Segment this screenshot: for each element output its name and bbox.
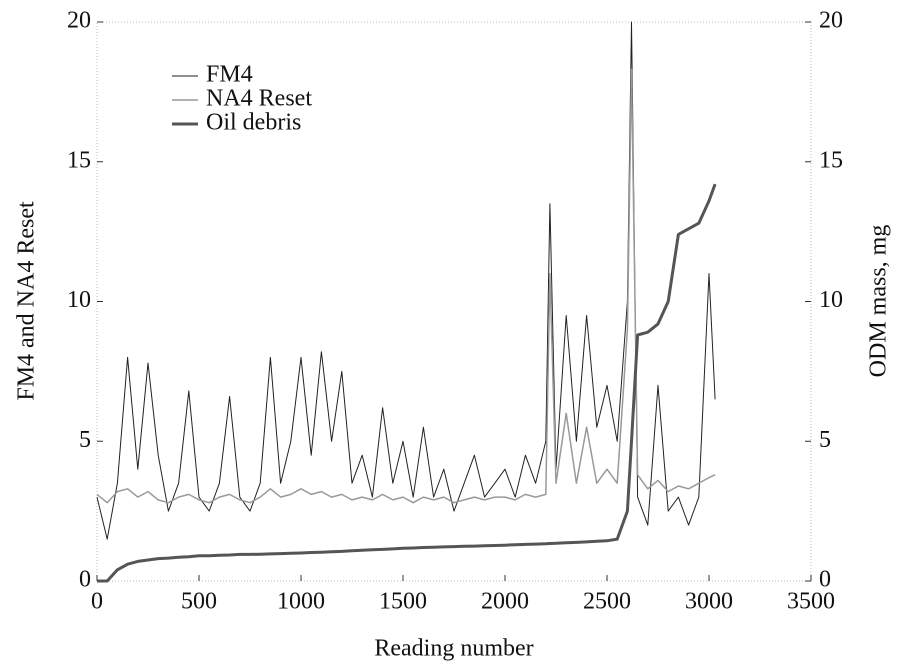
y-tick-label: 0 [79, 567, 91, 593]
series-line [96, 68, 716, 504]
legend-label: NA4 Reset [206, 86, 312, 112]
y2-axis-label: ODM mass, mg [866, 225, 892, 378]
y2-tick-label: 10 [819, 287, 843, 313]
y2-tick-label: 5 [819, 427, 831, 453]
y-tick-label: 15 [67, 147, 91, 173]
y-tick-label: 10 [67, 287, 91, 313]
x-tick-label: 1500 [379, 589, 427, 615]
y2-tick-label: 20 [819, 8, 843, 34]
plot-frame [96, 21, 812, 582]
y2-tick-label: 15 [819, 147, 843, 173]
x-tick-label: 2500 [583, 589, 631, 615]
x-tick-label: 500 [181, 589, 217, 615]
x-tick-label: 3500 [787, 589, 835, 615]
x-tick-label: 1000 [277, 589, 325, 615]
series-line [97, 183, 717, 583]
x-tick-label: 0 [91, 589, 103, 615]
legend-label: FM4 [206, 62, 253, 88]
x-tick-label: 2000 [481, 589, 529, 615]
y-tick-label: 20 [67, 8, 91, 34]
x-axis-label: Reading number [374, 636, 533, 662]
legend-label: Oil debris [206, 110, 301, 136]
y-tick-label: 5 [79, 427, 91, 453]
y-axis-label: FM4 and NA4 Reset [14, 201, 40, 401]
series-line [96, 21, 716, 540]
x-tick-label: 3000 [685, 589, 733, 615]
y2-tick-label: 0 [819, 567, 831, 593]
